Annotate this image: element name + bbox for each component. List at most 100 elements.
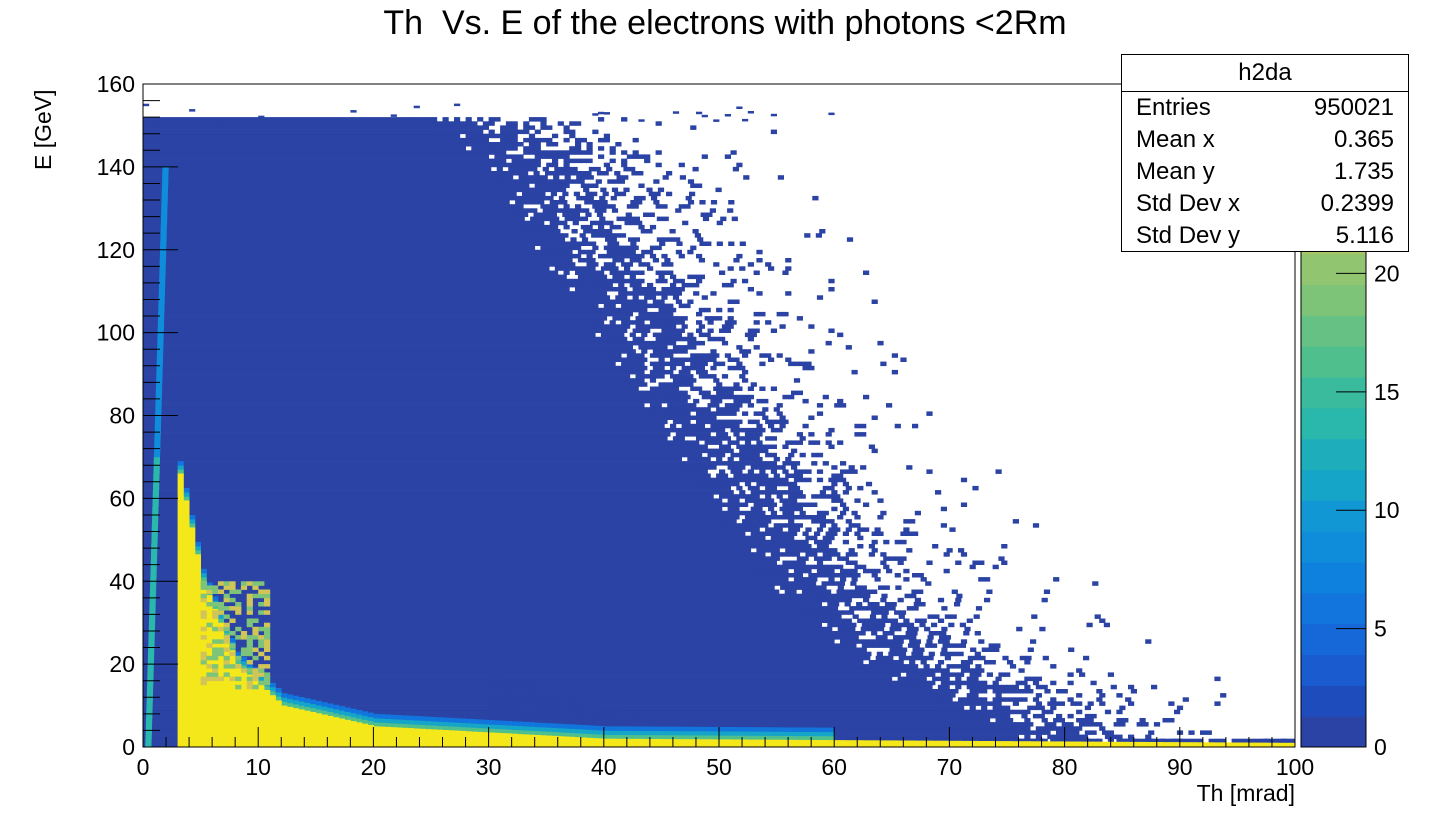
heatmap-cell [152, 510, 159, 516]
heatmap-cell [828, 735, 835, 741]
heatmap-cell [773, 407, 780, 412]
heatmap-cell [1047, 734, 1054, 740]
heatmap-cell [655, 278, 662, 284]
heatmap-cell [744, 456, 752, 462]
heatmap-cell [560, 249, 567, 255]
heatmap-cell [811, 731, 818, 737]
heatmap-cell [661, 262, 668, 267]
heatmap-cell [1053, 718, 1060, 723]
heatmap-cell [759, 386, 766, 391]
heatmap-cell [969, 689, 976, 694]
heatmap-cell [881, 593, 888, 599]
heatmap-cell [716, 241, 723, 246]
heatmap-cell [586, 733, 593, 739]
heatmap-cell [775, 581, 782, 586]
heatmap-cell [805, 544, 812, 549]
heatmap-cell [1076, 701, 1083, 706]
heatmap-cell [151, 544, 158, 549]
heatmap-cell [143, 191, 506, 197]
heatmap-cell [500, 697, 507, 702]
heatmap-cell [614, 233, 621, 238]
heatmap-cell [842, 610, 849, 615]
heatmap-cell [779, 324, 786, 329]
heatmap-cell [814, 573, 821, 578]
heatmap-cell [793, 544, 801, 549]
heatmap-cell [845, 345, 852, 350]
heatmap-cell [482, 133, 489, 139]
heatmap-cell [701, 427, 708, 433]
heatmap-cell [554, 258, 561, 263]
heatmap-cell [762, 515, 769, 520]
heatmap-cell [569, 718, 576, 723]
heatmap-cell [828, 527, 835, 532]
heatmap-cell [1032, 730, 1040, 735]
heatmap-cell [765, 560, 772, 565]
heatmap-cell [625, 212, 632, 217]
heatmap-cell [206, 589, 213, 594]
heatmap-cell [693, 423, 700, 429]
heatmap-cell [1099, 693, 1106, 698]
heatmap-cell [143, 535, 737, 541]
heatmap-cell [707, 411, 714, 416]
heatmap-cell [1047, 726, 1054, 731]
heatmap-cell [572, 179, 579, 184]
heatmap-cell [150, 581, 157, 586]
heatmap-cell [670, 423, 677, 429]
heatmap-cell [425, 117, 432, 122]
heatmap-cell [756, 432, 763, 437]
heatmap-cell [877, 498, 884, 503]
heatmap-cell [160, 233, 167, 238]
heatmap-cell [1125, 697, 1132, 702]
heatmap-cell [739, 531, 746, 536]
heatmap-cell [710, 291, 717, 296]
heatmap-cell [586, 158, 593, 164]
heatmap-cell [1009, 689, 1017, 694]
heatmap-cell [742, 502, 749, 507]
heatmap-cell [554, 266, 561, 271]
heatmap-cell [632, 270, 639, 275]
heatmap-cell [149, 606, 156, 611]
heatmap-cell [500, 142, 507, 147]
heatmap-cell [618, 179, 625, 184]
heatmap-cell [831, 506, 838, 512]
heatmap-cell [825, 548, 832, 553]
heatmap-cell [840, 403, 847, 408]
heatmap-cell [143, 133, 449, 139]
heatmap-cell [1050, 722, 1057, 727]
heatmap-cell [154, 436, 161, 441]
heatmap-cell [158, 287, 166, 292]
heatmap-cell [572, 299, 579, 304]
heatmap-cell [540, 150, 547, 155]
heatmap-cell [994, 643, 1001, 648]
heatmap-cell [736, 452, 743, 458]
heatmap-cell [152, 494, 159, 499]
heatmap-cell [840, 740, 847, 747]
heatmap-cell [367, 725, 374, 747]
heatmap-cell [920, 676, 927, 682]
heatmap-cell [477, 142, 484, 147]
heatmap-cell [791, 531, 798, 536]
heatmap-cell [736, 739, 743, 747]
heatmap-cell [304, 706, 311, 712]
heatmap-cell [1148, 730, 1155, 735]
heatmap-cell [849, 606, 856, 611]
heatmap-cell [577, 291, 585, 296]
heatmap-cell [698, 465, 705, 470]
heatmap-cell [759, 461, 766, 466]
heatmap-cell [482, 723, 489, 729]
heatmap-cell [618, 249, 625, 255]
heatmap-cell [992, 697, 999, 702]
heatmap-cell [517, 204, 524, 209]
heatmap-cell [692, 166, 699, 172]
heatmap-cell [649, 730, 657, 736]
heatmap-cell [546, 154, 553, 159]
heatmap-cell [946, 680, 953, 686]
heatmap-cell [143, 162, 489, 168]
heatmap-cell [494, 672, 501, 677]
heatmap-cell [724, 727, 731, 732]
heatmap-cell [264, 647, 271, 652]
heatmap-cell [716, 481, 723, 487]
heatmap-cell [419, 728, 426, 747]
heatmap-cell [477, 723, 484, 729]
heatmap-cell [511, 158, 518, 164]
